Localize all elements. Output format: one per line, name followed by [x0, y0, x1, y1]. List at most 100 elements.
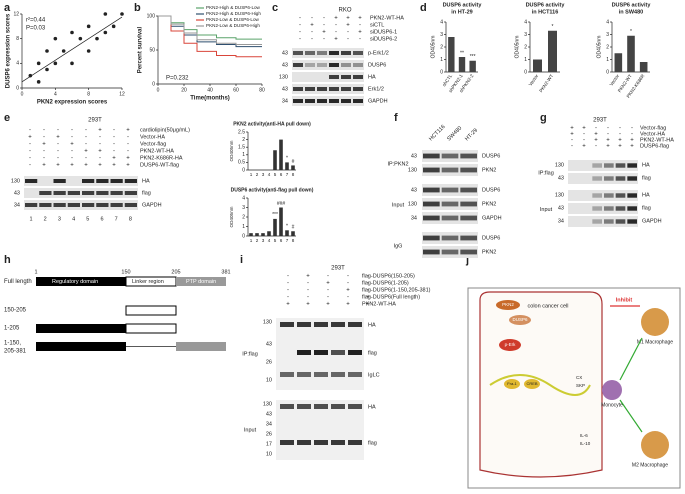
label: flag-DUSP6(150-205) — [362, 273, 415, 279]
blot-band — [353, 87, 363, 91]
blot-band — [317, 51, 327, 55]
label: M1 Macrophage — [637, 339, 673, 345]
blot-band — [604, 163, 614, 168]
label: + — [310, 23, 314, 29]
label: Inhibit — [616, 297, 633, 303]
label: + — [126, 163, 130, 169]
blot-band — [441, 187, 459, 193]
blot-band — [604, 176, 614, 181]
label: + — [70, 163, 74, 169]
label: + — [582, 126, 586, 132]
label: PKN2 — [482, 201, 496, 207]
blot-band — [423, 187, 440, 193]
label: 60 — [233, 87, 239, 93]
label: 0 — [157, 87, 160, 93]
label: - — [347, 30, 349, 36]
label: Fra-1 — [507, 381, 517, 386]
domain — [125, 305, 177, 316]
label: 6 — [280, 172, 283, 177]
label: - — [127, 142, 129, 148]
blot-band — [124, 191, 137, 195]
label: DUSP6 — [482, 153, 500, 159]
label: - — [113, 128, 115, 134]
blot-band — [348, 322, 362, 327]
label: 2 — [242, 214, 245, 220]
label: - — [85, 128, 87, 134]
label: 43 — [558, 205, 564, 211]
label: 293T — [88, 118, 102, 124]
blot-band — [53, 203, 66, 207]
blot-band — [314, 350, 328, 355]
point — [86, 24, 91, 29]
label: PKN2-High & DUSP6-High — [206, 11, 261, 16]
label: * — [630, 29, 632, 35]
domain — [176, 277, 226, 286]
survival-curve — [158, 15, 262, 46]
blot-band — [627, 206, 637, 211]
label: 150-205 — [4, 308, 27, 314]
blot-band — [460, 249, 477, 255]
label: 1 — [34, 269, 37, 275]
label: 34 — [266, 421, 272, 427]
label: GAPDH — [482, 215, 502, 221]
label: HA — [642, 162, 650, 168]
blot-band — [353, 75, 363, 79]
blot-band — [317, 63, 327, 67]
label: PKN2-Low & DUSP6-Low — [206, 17, 260, 22]
label: ** — [460, 50, 464, 56]
label: Vector-HA — [140, 134, 165, 140]
label: 150 — [121, 269, 130, 275]
blot-band — [331, 372, 345, 377]
label: 12 — [13, 11, 19, 17]
label: 130 — [263, 319, 272, 325]
label: + — [56, 135, 60, 141]
label: - — [347, 37, 349, 43]
label: - — [43, 128, 45, 134]
label: Vector-flag — [140, 141, 166, 147]
label: 0 — [524, 69, 527, 75]
label: 43 — [411, 153, 417, 159]
blot-band — [82, 179, 95, 183]
blot-band — [280, 372, 294, 377]
label: - — [323, 23, 325, 29]
bar — [255, 233, 259, 236]
label: HCT116 — [428, 124, 446, 142]
label: - — [619, 126, 621, 132]
label: PKN2-Low & DUSP6-High — [206, 23, 260, 28]
blot-band — [293, 51, 303, 55]
blot-band — [353, 99, 363, 103]
label: - — [29, 128, 31, 134]
label: GAPDH — [142, 202, 162, 208]
label: 3 — [58, 216, 61, 222]
label: 43 — [14, 190, 20, 196]
label: d — [420, 2, 427, 14]
blot-band — [341, 75, 351, 79]
blot-band — [331, 404, 345, 409]
label: + — [98, 128, 102, 134]
label: - — [71, 149, 73, 155]
label: p-Erk1/2 — [368, 50, 389, 56]
label: 0 — [242, 233, 245, 239]
label: - — [299, 16, 301, 22]
label: + — [618, 144, 622, 150]
label: 130 — [11, 178, 20, 184]
label: - — [307, 281, 309, 287]
blot-band — [293, 63, 303, 67]
point — [86, 49, 91, 53]
blot-band — [329, 99, 339, 103]
label: Input — [540, 207, 553, 213]
blot-band — [592, 219, 602, 224]
label: 40 — [207, 87, 213, 93]
label: 26 — [266, 359, 272, 365]
cell-icon — [602, 380, 622, 400]
label: + — [306, 302, 310, 308]
blot-band — [604, 219, 614, 224]
blot-band — [329, 87, 339, 91]
label: + — [358, 30, 362, 36]
label: - — [57, 142, 59, 148]
blot-band — [441, 249, 459, 255]
label: 2 — [524, 44, 527, 50]
blot-band — [67, 191, 80, 195]
label: 3 — [606, 32, 609, 38]
label: - — [347, 274, 349, 280]
